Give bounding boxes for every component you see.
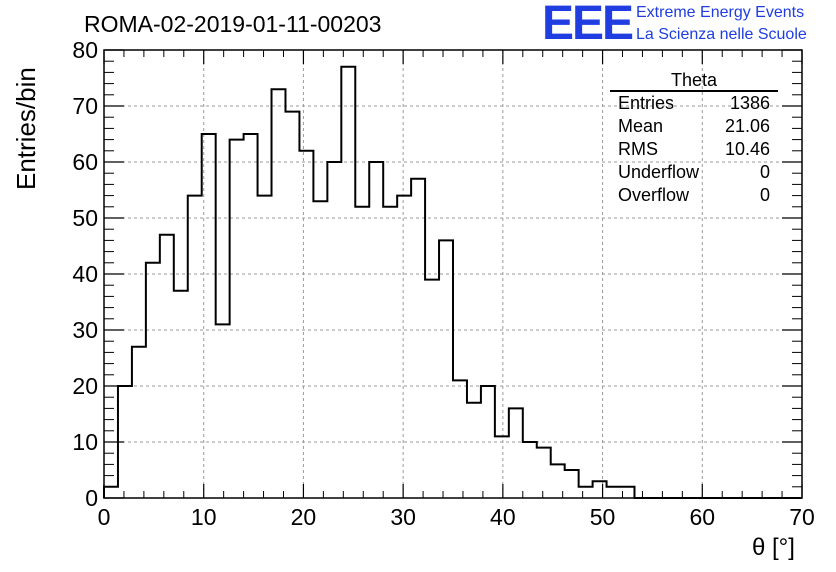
x-tick-label: 70 [789,504,815,530]
stats-row: RMS 10.46 [610,138,778,161]
stats-value: 21.06 [724,116,770,136]
stats-value: 0 [759,162,770,182]
histogram-step-line [103,65,802,499]
stats-row: Underflow 0 [610,161,778,184]
x-tick-label: 40 [490,504,516,530]
x-tick-label: 10 [191,504,217,530]
y-tick-label: 70 [72,93,98,119]
y-tick-label: 40 [72,261,98,287]
plot-title: ROMA-02-2019-01-11-00203 [84,11,382,37]
stats-row: Entries 1386 [610,92,778,115]
stats-label: Mean [618,116,664,136]
stats-value: 1386 [729,93,770,113]
stats-value: 0 [759,185,770,205]
stats-label: Underflow [618,162,700,182]
stats-label: Overflow [618,185,690,205]
logo-tagline-1: Extreme Energy Events [636,4,805,21]
y-tick-label: 20 [72,373,98,399]
y-tick-label: 60 [72,149,98,175]
eee-logo: EEE [542,0,634,50]
y-tick-label: 80 [72,37,98,63]
stats-value: 10.46 [724,139,770,159]
y-tick-label: 30 [72,317,98,343]
y-tick-label: 0 [85,485,98,511]
x-tick-label: 30 [390,504,416,530]
x-tick-label: 50 [590,504,616,530]
axis-ticks [103,49,803,499]
logo-tagline-2: La Scienza nelle Scuole [636,26,807,43]
axis-tick-labels: 0 10 20 30 40 50 60 70 0 10 20 30 40 50 60 70 80 [72,37,814,530]
stats-box: Theta Entries 1386 Mean 21.06 RMS 10.46 … [610,70,778,207]
stats-label: Entries [618,93,675,113]
stats-title: Theta [610,70,778,92]
y-tick-label: 10 [72,429,98,455]
x-axis-label: θ [°] [752,534,795,561]
y-tick-label: 50 [72,205,98,231]
y-axis-label: Entries/bin [11,67,41,190]
stats-row: Overflow 0 [610,184,778,207]
x-tick-label: 20 [291,504,317,530]
x-tick-label: 0 [98,504,111,530]
stats-label: RMS [618,139,658,159]
stats-row: Mean 21.06 [610,115,778,138]
x-tick-label: 60 [689,504,715,530]
